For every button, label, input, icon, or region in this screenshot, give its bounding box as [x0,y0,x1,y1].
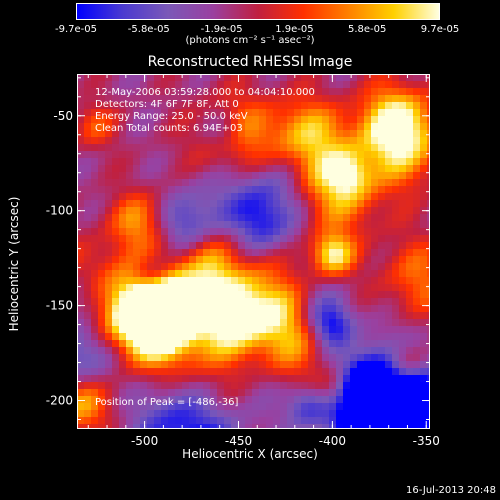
y-tick-label: -100 [46,204,73,218]
overlay-energy-range: Energy Range: 25.0 - 50.0 keV [95,111,248,122]
colorbar-tick-label: -9.7e-05 [55,24,97,35]
x-tick-label: -350 [413,434,440,448]
colorbar-tick-label: 1.9e-05 [275,24,314,35]
x-tick-label: -450 [225,434,252,448]
colorbar-tick-label: 5.8e-05 [347,24,387,35]
colorbar-tick-label: 9.7e-05 [420,24,460,35]
overlay-time-range: 12-May-2006 03:59:28.000 to 04:04:10.000 [95,87,315,98]
y-axis-label: Heliocentric Y (arcsec) [7,196,21,332]
image-title: Reconstructed RHESSI Image [147,54,353,70]
x-tick-label: -400 [319,434,346,448]
overlay-detectors: Detectors: 4F 6F 7F 8F, Att 0 [95,99,239,110]
y-tick-label: -150 [46,299,73,313]
timestamp: 16-Jul-2013 20:48 [405,485,496,496]
y-tick-label: -200 [46,394,73,408]
colorbar-tick-label: -5.8e-05 [127,24,170,35]
colorbar-unit-label: (photons cm⁻² s⁻¹ asec⁻²) [185,35,315,46]
overlay-peak-position: Position of Peak = [-486,-36] [95,397,239,408]
colorbar-tick-label: -1.9e-05 [200,24,243,35]
colorbar [76,3,440,20]
y-tick-label: -50 [53,109,73,123]
rhessi-image [77,74,430,429]
x-axis-label: Heliocentric X (arcsec) [182,447,318,461]
image-pixels [77,74,430,429]
x-tick-label: -500 [131,434,158,448]
overlay-clean-counts: Clean Total counts: 6.94E+03 [95,123,243,134]
